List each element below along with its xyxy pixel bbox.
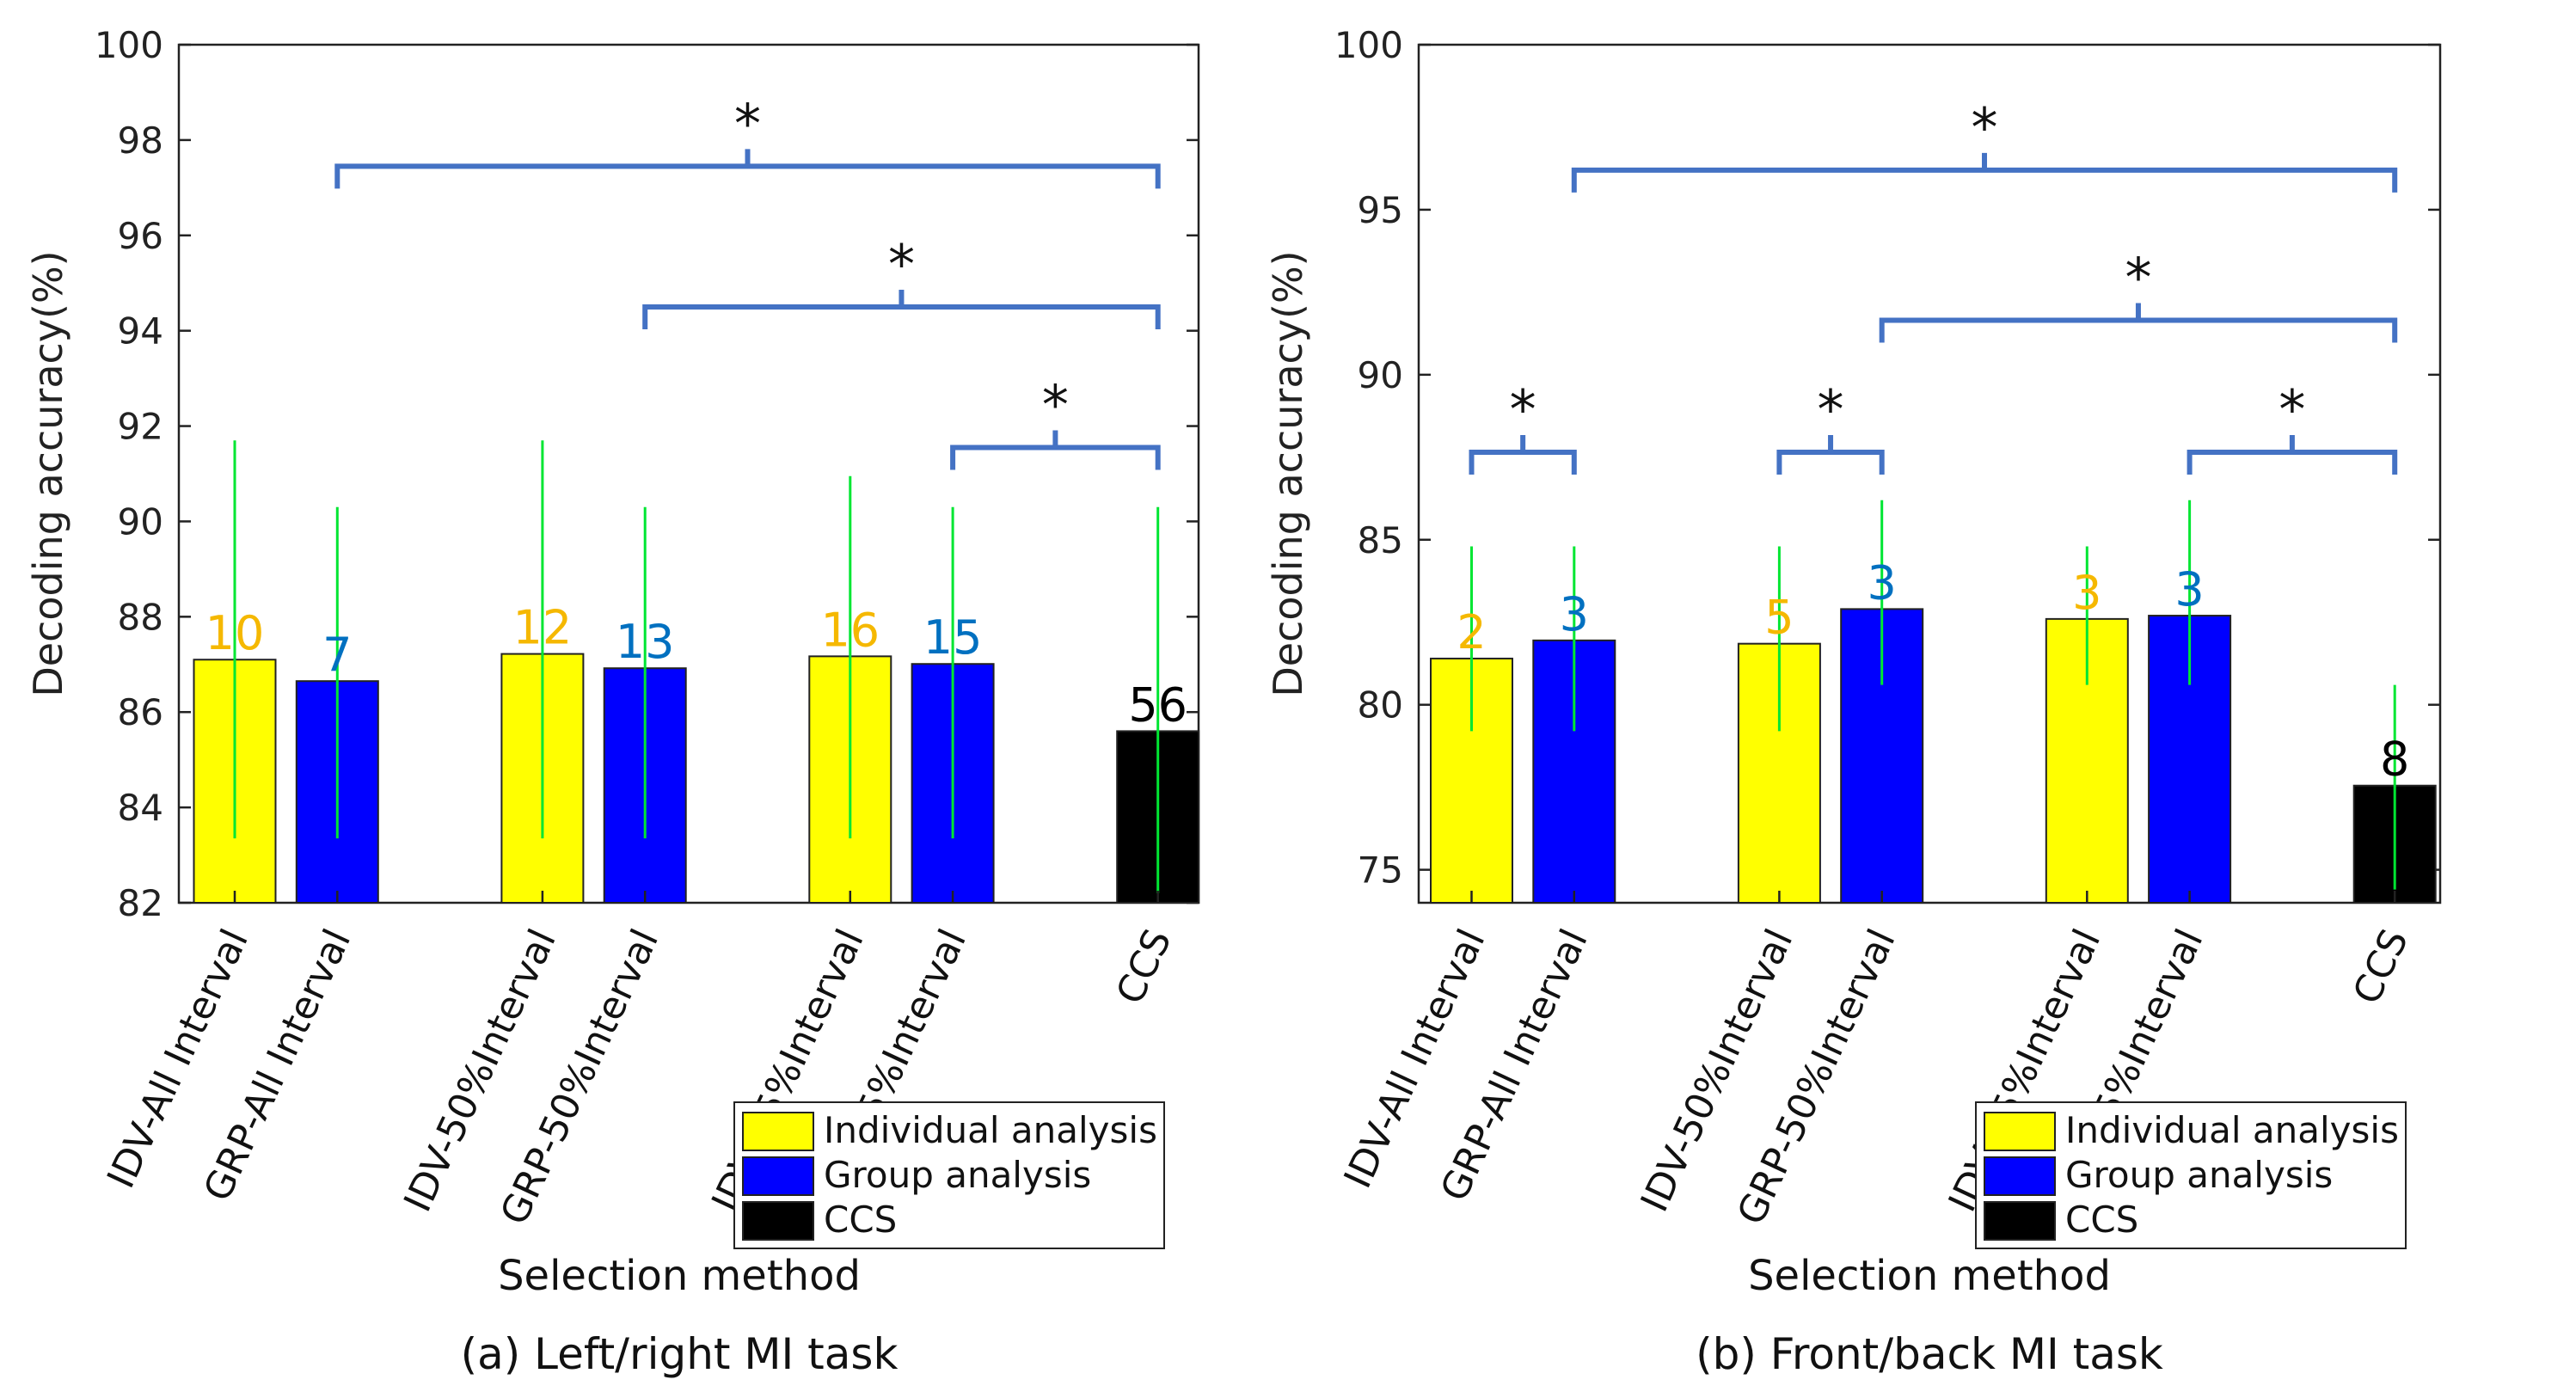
legend-swatch-ccs	[742, 1201, 814, 1241]
y-axis-label: Decoding accuracy(%)	[25, 250, 71, 696]
bar-count-label: 5	[1764, 591, 1794, 645]
bar-count-label: 3	[2174, 562, 2204, 616]
y-tick-label: 90	[1358, 354, 1403, 396]
panel-caption: (a) Left/right MI task	[461, 1329, 899, 1379]
significance-bracket	[1571, 152, 2398, 193]
x-tick-label: CCS	[1108, 923, 1181, 1011]
significance-bracket	[2187, 435, 2398, 475]
significance-star: *	[2125, 247, 2151, 310]
x-axis-label: Selection method	[498, 1252, 861, 1300]
bar-count-label: 3	[1560, 587, 1589, 641]
significance-star: *	[1042, 374, 1069, 437]
y-tick-label: 85	[1358, 519, 1403, 561]
significance-bracket	[1776, 435, 1885, 475]
chart-left-right: 82 84 86 88 90 92 94 96 98 100 Decoding accuracy(%…	[25, 24, 1200, 1379]
bar-count-label: 7	[322, 628, 352, 682]
legend-swatch-individual	[1984, 1112, 2056, 1151]
y-axis-label: Decoding accuracy(%)	[1265, 250, 1311, 696]
significance-star: *	[734, 92, 761, 155]
legend-swatch-ccs	[1984, 1201, 2056, 1241]
significance-star: *	[1972, 96, 1998, 159]
y-tick-label: 80	[1358, 684, 1403, 727]
panel-caption: (b) Front/back MI task	[1696, 1329, 2163, 1379]
significance-star: *	[2279, 378, 2305, 441]
y-tick-label: 100	[1334, 24, 1403, 66]
bar-count-label: 16	[820, 603, 880, 657]
y-tick-label: 95	[1358, 189, 1403, 231]
y-tick-label: 96	[118, 215, 163, 257]
x-axis-label: Selection method	[1748, 1252, 2111, 1300]
legend-label-group: Group analysis	[2065, 1154, 2333, 1196]
significance-star: *	[1510, 378, 1536, 441]
legend-label-individual: Individual analysis	[2065, 1109, 2399, 1151]
bar-count-label: 3	[2072, 566, 2101, 620]
bar-count-label: 10	[205, 606, 265, 660]
bar-count-label: 8	[2380, 733, 2409, 787]
legend-swatch-group	[1984, 1156, 2056, 1196]
legend-swatch-group	[742, 1156, 814, 1196]
y-tick-label: 90	[118, 500, 163, 543]
legend-swatch-individual	[742, 1112, 814, 1151]
y-tick-label: 100	[95, 24, 163, 66]
significance-bracket	[1879, 303, 2398, 343]
y-tick-label: 75	[1358, 849, 1403, 892]
significance-bracket	[334, 149, 1161, 189]
x-tick-label: CCS	[2345, 923, 2417, 1011]
bar-count-label: 12	[513, 601, 573, 655]
bar-count-label: 56	[1128, 678, 1187, 732]
y-tick-label: 92	[118, 406, 163, 448]
legend-label-individual: Individual analysis	[824, 1109, 1157, 1151]
y-tick-label: 94	[118, 310, 163, 353]
significance-star: *	[1818, 378, 1844, 441]
bar-count-label: 15	[923, 610, 983, 665]
bar	[2148, 615, 2232, 904]
y-tick-label: 86	[118, 691, 163, 733]
y-tick-label: 82	[118, 882, 163, 924]
legend-label-ccs: CCS	[824, 1199, 897, 1241]
y-tick-label: 98	[118, 120, 163, 162]
y-tick-label: 88	[118, 596, 163, 638]
y-tick-label: 84	[118, 787, 163, 829]
legend-label-ccs: CCS	[2065, 1199, 2138, 1241]
significance-star: *	[888, 233, 915, 296]
legend-label-group: Group analysis	[824, 1154, 1091, 1196]
bar-count-label: 2	[1457, 605, 1486, 659]
bar-count-label: 3	[1868, 555, 1897, 610]
bar-count-label: 13	[616, 615, 675, 669]
significance-bracket	[1469, 435, 1577, 475]
significance-bracket	[642, 289, 1161, 329]
significance-bracket	[950, 430, 1161, 470]
